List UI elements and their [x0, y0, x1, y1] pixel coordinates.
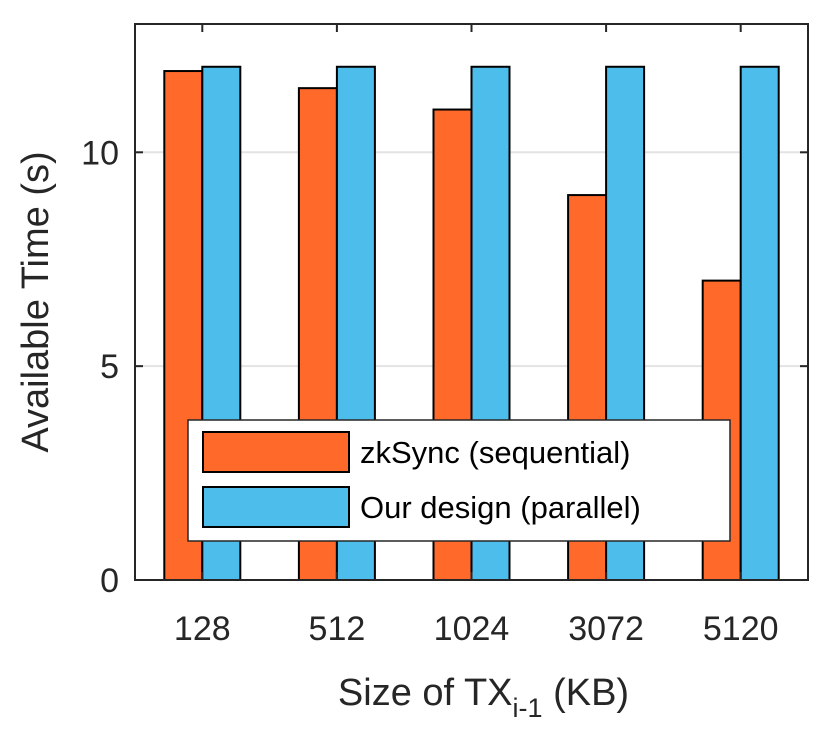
x-axis-label-main: Size of TX: [338, 672, 513, 714]
y-tick-label: 0: [100, 562, 119, 600]
bar-our-design-5120: [739, 65, 780, 582]
y-tick-label: 5: [100, 348, 119, 386]
x-axis-label-subscript: i-1: [513, 693, 543, 723]
y-tick-label: 10: [81, 134, 119, 172]
y-axis-label: Available Time (s): [15, 151, 57, 452]
x-tick-label-128: 128: [174, 610, 231, 648]
legend: zkSync (sequential) Our design (parallel…: [187, 419, 731, 542]
x-axis-label: Size of TXi-1 (KB): [338, 672, 629, 723]
x-tick-label-3072: 3072: [568, 610, 644, 648]
legend-label-zksync: zkSync (sequential): [360, 435, 631, 470]
legend-swatch-zksync: [202, 431, 350, 473]
x-axis-label-suffix: (KB): [543, 672, 630, 714]
axis-ticks: 0 5 10 128 512 1024 3072 5120: [81, 24, 808, 648]
legend-swatch-our-design: [202, 486, 350, 528]
x-tick-label-512: 512: [309, 610, 366, 648]
x-tick-label-5120: 5120: [703, 610, 779, 648]
legend-label-our-design: Our design (parallel): [360, 490, 641, 525]
x-tick-label-1024: 1024: [434, 610, 510, 648]
